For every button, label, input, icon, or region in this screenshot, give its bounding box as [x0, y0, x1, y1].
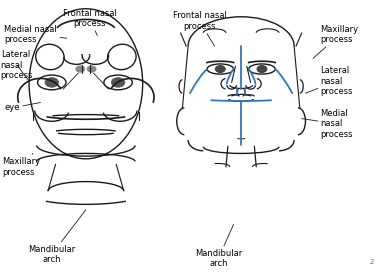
Circle shape: [215, 66, 225, 73]
Circle shape: [76, 66, 85, 72]
Circle shape: [257, 66, 267, 73]
Text: Medial
nasal
process: Medial nasal process: [302, 109, 353, 139]
Text: Maxillary
process: Maxillary process: [313, 25, 359, 58]
Text: 2: 2: [369, 259, 374, 265]
Circle shape: [111, 78, 125, 87]
Text: Mandibular
arch: Mandibular arch: [28, 210, 86, 264]
Text: Frontal nasal
process: Frontal nasal process: [173, 11, 226, 46]
Text: eye: eye: [5, 103, 40, 112]
Text: Frontal nasal
process: Frontal nasal process: [63, 9, 117, 35]
Text: Maxillary
process: Maxillary process: [3, 153, 41, 177]
Text: Medial nasal
process: Medial nasal process: [5, 25, 67, 44]
Circle shape: [45, 78, 59, 87]
Text: Lateral
nasal
process: Lateral nasal process: [1, 50, 33, 81]
Text: Mandibular
arch: Mandibular arch: [195, 224, 242, 268]
Text: Lateral
nasal
process: Lateral nasal process: [306, 66, 353, 96]
Circle shape: [87, 66, 96, 72]
